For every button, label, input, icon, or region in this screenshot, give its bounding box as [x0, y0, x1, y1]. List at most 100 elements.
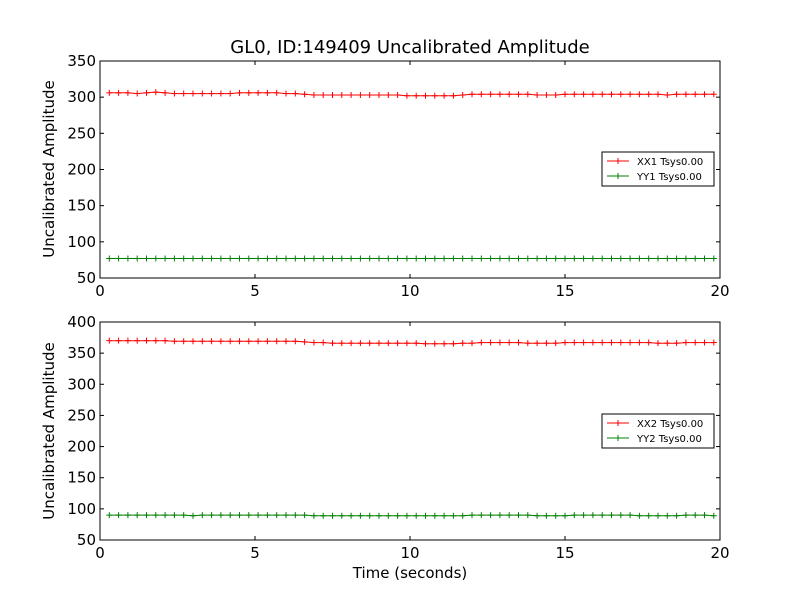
top-data-point [617, 91, 624, 98]
top-data-point [403, 255, 410, 262]
bottom-data-point [496, 512, 503, 519]
bottom-data-point [171, 512, 178, 519]
top-data-point [469, 91, 475, 98]
bottom-data-point [459, 512, 466, 519]
bottom-data-point [552, 512, 559, 519]
top-data-point [106, 255, 113, 262]
bottom-data-point [320, 512, 327, 519]
bottom-data-point [134, 512, 141, 519]
bottom-data-point [264, 512, 271, 519]
bottom-data-point [431, 512, 438, 519]
bottom-data-point [403, 340, 410, 347]
bottom-data-point [227, 512, 234, 519]
top-data-point [338, 91, 345, 98]
top-x-tick-label: 15 [555, 282, 574, 300]
top-data-point [487, 255, 494, 262]
top-data-point [301, 255, 308, 262]
top-legend-box [601, 151, 715, 187]
top-data-point [348, 255, 355, 262]
top-data-point [134, 255, 141, 262]
bottom-data-point [245, 512, 252, 519]
bottom-data-point [190, 338, 196, 345]
top-data-point [589, 255, 596, 262]
top-data-point [403, 92, 410, 99]
top-data-point [515, 255, 522, 262]
bottom-data-point [376, 340, 382, 347]
bottom-data-point [217, 338, 224, 345]
top-data-point [283, 90, 289, 97]
bottom-data-point [515, 512, 522, 519]
bottom-data-point [543, 512, 550, 519]
top-data-point [496, 255, 503, 262]
bottom-data-point [655, 340, 661, 347]
bottom-data-point [459, 340, 466, 347]
bottom-data-point [627, 339, 634, 346]
bottom-data-point [385, 340, 392, 347]
bottom-data-point [487, 339, 494, 346]
bottom-data-point [487, 512, 494, 519]
top-y-tick-label: 150 [67, 197, 96, 215]
top-data-point [208, 255, 215, 262]
top-data-point [348, 91, 355, 98]
top-x-tick-label: 10 [400, 282, 419, 300]
top-data-point [245, 255, 252, 262]
bottom-data-point [636, 512, 643, 519]
bottom-data-point [543, 340, 550, 347]
bottom-data-point [599, 339, 606, 346]
top-data-point [673, 255, 680, 262]
top-data-point [180, 255, 187, 262]
top-data-point [506, 91, 513, 98]
top-data-point [627, 255, 634, 262]
bottom-legend: XX2 Tsys0.00 YY2 Tsys0.00 [601, 413, 715, 449]
bottom-data-point [562, 339, 568, 346]
top-data-point [385, 255, 392, 262]
x-axis-label: Time (seconds) [352, 564, 468, 582]
bottom-data-point [366, 340, 373, 347]
bottom-data-point [589, 512, 596, 519]
bottom-data-point [348, 340, 355, 347]
top-data-point [655, 255, 661, 262]
top-data-point [469, 255, 475, 262]
top-legend-label: YY1 Tsys0.00 [636, 172, 702, 183]
bottom-data-point [692, 339, 699, 346]
top-data-point [162, 255, 169, 262]
top-data-point [450, 92, 457, 99]
top-data-point [589, 91, 596, 98]
bottom-data-point [199, 512, 206, 519]
bottom-data-point [162, 512, 169, 519]
bottom-data-point [617, 339, 624, 346]
top-data-point [394, 255, 401, 262]
bottom-data-point [264, 338, 271, 345]
bottom-data-point [255, 512, 262, 519]
top-data-point [106, 89, 113, 96]
bottom-data-point [645, 512, 652, 519]
top-data-point [310, 255, 317, 262]
bottom-data-point [673, 340, 680, 347]
bottom-data-point [273, 512, 280, 519]
top-data-point [524, 255, 531, 262]
bottom-data-point [292, 338, 299, 345]
bottom-data-point [366, 512, 373, 519]
bottom-data-point [580, 339, 587, 346]
bottom-data-point [292, 512, 299, 519]
top-y-tick-label: 50 [77, 269, 96, 287]
bottom-y-tick-label: 100 [67, 500, 96, 518]
top-data-point [199, 255, 206, 262]
top-x-tick-label: 20 [710, 282, 729, 300]
top-data-point [701, 255, 708, 262]
top-plot-frame [99, 60, 721, 279]
bottom-data-point [608, 512, 615, 519]
top-data-point [320, 255, 327, 262]
top-data-point [478, 255, 485, 262]
top-data-point [599, 91, 606, 98]
top-data-point [236, 255, 243, 262]
bottom-y-tick-label: 150 [67, 469, 96, 487]
top-data-point [152, 255, 159, 262]
top-data-point [143, 255, 150, 262]
top-data-point [496, 91, 503, 98]
top-data-point [283, 255, 289, 262]
top-x-tick-label: 5 [250, 282, 260, 300]
bottom-data-point [571, 339, 578, 346]
bottom-data-point [534, 512, 541, 519]
